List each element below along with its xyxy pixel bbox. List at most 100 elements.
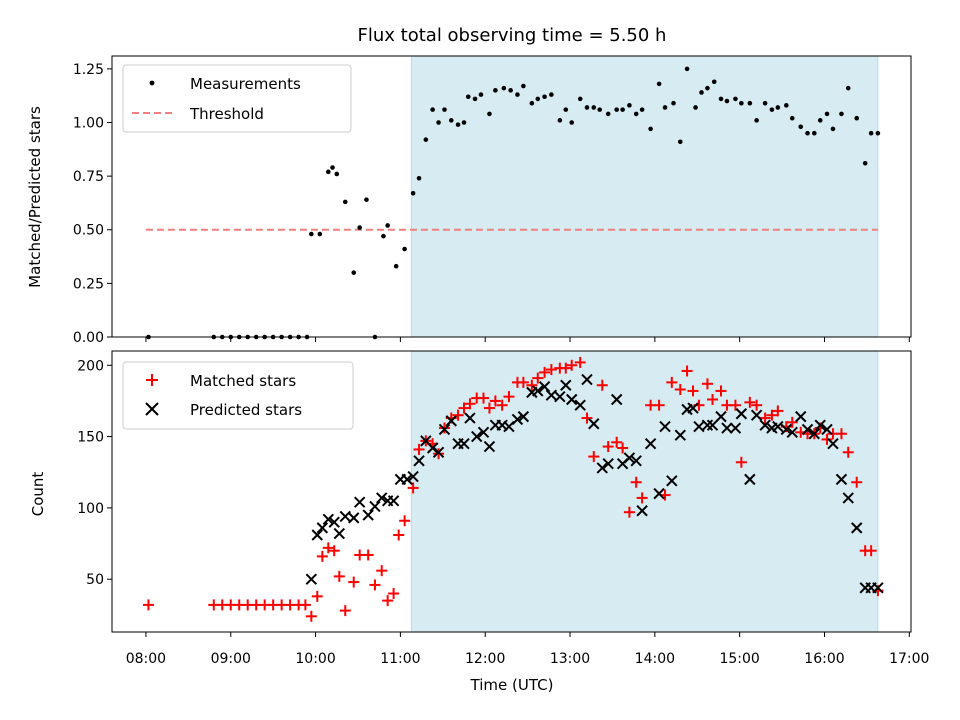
matched-star-point [744, 396, 756, 408]
x-tick-label: 17:00 [889, 651, 929, 667]
measurement-point [448, 118, 454, 123]
x-tick-label: 13:00 [550, 651, 590, 667]
measurement-point [461, 120, 467, 125]
predicted-star-point [362, 509, 374, 521]
predicted-star-point [795, 410, 807, 423]
matched-star-point [596, 379, 608, 391]
top-panel-shaded-region [410, 55, 879, 338]
measurement-point [478, 92, 484, 97]
legend-predicted-label: Predicted stars [190, 401, 302, 419]
predicted-star-point [623, 452, 636, 464]
measurement-point [711, 79, 717, 85]
measurement-point [557, 118, 563, 123]
measurement-point [597, 107, 603, 112]
measurement-point [563, 107, 569, 112]
bottom-x-axis-ticks: 08:00 09:00 10:00 11:00 12:00 13:00 14:00 15:00… [126, 632, 929, 667]
measurement-point [542, 94, 547, 100]
matched-star-point [759, 412, 771, 424]
top-legend: Measurements Threshold [122, 64, 352, 133]
matched-star-point [458, 402, 470, 414]
predicted-star-point [574, 399, 586, 411]
matched-star-point [666, 376, 678, 388]
measurement-point [535, 96, 541, 102]
matched-star-point [766, 409, 778, 421]
matched-star-point [653, 399, 665, 411]
predicted-star-point [432, 446, 445, 458]
measurement-point [416, 175, 422, 181]
x-tick-label: 09:00 [211, 651, 251, 667]
measurement-point [627, 103, 632, 108]
measurement-point [868, 130, 874, 136]
matched-star-point [142, 599, 154, 611]
measurement-point [423, 137, 429, 142]
predicted-star-point [644, 438, 657, 450]
predicted-star-point [827, 438, 839, 450]
measurement-point [739, 100, 744, 106]
measurement-point [569, 120, 575, 125]
measurement-point [705, 85, 710, 91]
predicted-star-point [701, 419, 714, 431]
predicted-star-point [872, 582, 884, 594]
measurement-point [718, 96, 724, 102]
predicted-star-point [438, 423, 451, 436]
matched-star-point [532, 372, 544, 384]
x-tick-label: 14:00 [635, 651, 675, 667]
measurement-point [724, 98, 730, 104]
predicted-star-point [835, 473, 848, 486]
measurement-point [614, 107, 619, 112]
measurement-point [436, 120, 441, 125]
y-tick-label: 0.25 [73, 276, 104, 292]
predicted-star-point [666, 475, 678, 487]
matched-star-point [707, 393, 719, 405]
predicted-star-point [333, 527, 346, 540]
matched-star-point [483, 402, 495, 414]
top-panel: 0.00 0.25 0.50 0.75 1.00 1.25 Matched/Predict… [26, 55, 912, 346]
measurement-point [430, 107, 435, 112]
matched-star-point [311, 590, 323, 602]
measurement-point [521, 83, 526, 89]
matched-star-point [362, 549, 374, 561]
measurement-point [639, 107, 645, 112]
predicted-star-point [322, 513, 334, 526]
predicted-star-point [721, 422, 733, 434]
matched-star-point [617, 442, 629, 454]
matched-star-point [305, 610, 317, 622]
matched-star-point [835, 428, 847, 440]
predicted-star-point [305, 573, 318, 585]
measurement-point [342, 199, 348, 205]
measurement-point [442, 107, 447, 112]
predicted-star-point [842, 492, 854, 504]
matched-star-point [339, 605, 351, 617]
matched-star-point [715, 385, 727, 397]
measurement-point [684, 66, 690, 72]
y-tick-label: 50 [86, 572, 104, 588]
matched-star-point [611, 436, 623, 448]
predicted-star-point [659, 420, 671, 433]
matched-star-point [735, 456, 747, 468]
predicted-star-point [735, 408, 748, 420]
predicted-star-point [596, 462, 608, 474]
predicted-star-point [729, 422, 742, 434]
measurement-point [325, 169, 331, 175]
predicted-star-point [581, 373, 593, 386]
matched-star-point [299, 599, 311, 611]
legend-measurements-label: Measurements [190, 75, 301, 93]
top-panel-frame [111, 55, 912, 338]
matched-star-point [399, 515, 411, 527]
matched-star-point [588, 451, 600, 463]
measurement-point [309, 231, 314, 237]
predicted-star-point [786, 426, 798, 439]
y-tick-label: 0.75 [73, 169, 104, 185]
predicted-star-point [706, 419, 719, 431]
chart-title: Flux total observing time = 5.50 h [358, 25, 667, 46]
top-legend-box [122, 64, 352, 133]
measurement-point [830, 126, 836, 132]
predicted-star-point [426, 442, 439, 454]
measurement-point [357, 225, 362, 230]
predicted-star-point [471, 430, 483, 443]
x-tick-label: 11:00 [380, 651, 420, 667]
x-tick-label: 15:00 [719, 651, 759, 667]
measurement-point [620, 107, 625, 112]
legend-matched-label: Matched stars [190, 372, 296, 390]
measurement-point [364, 197, 369, 203]
